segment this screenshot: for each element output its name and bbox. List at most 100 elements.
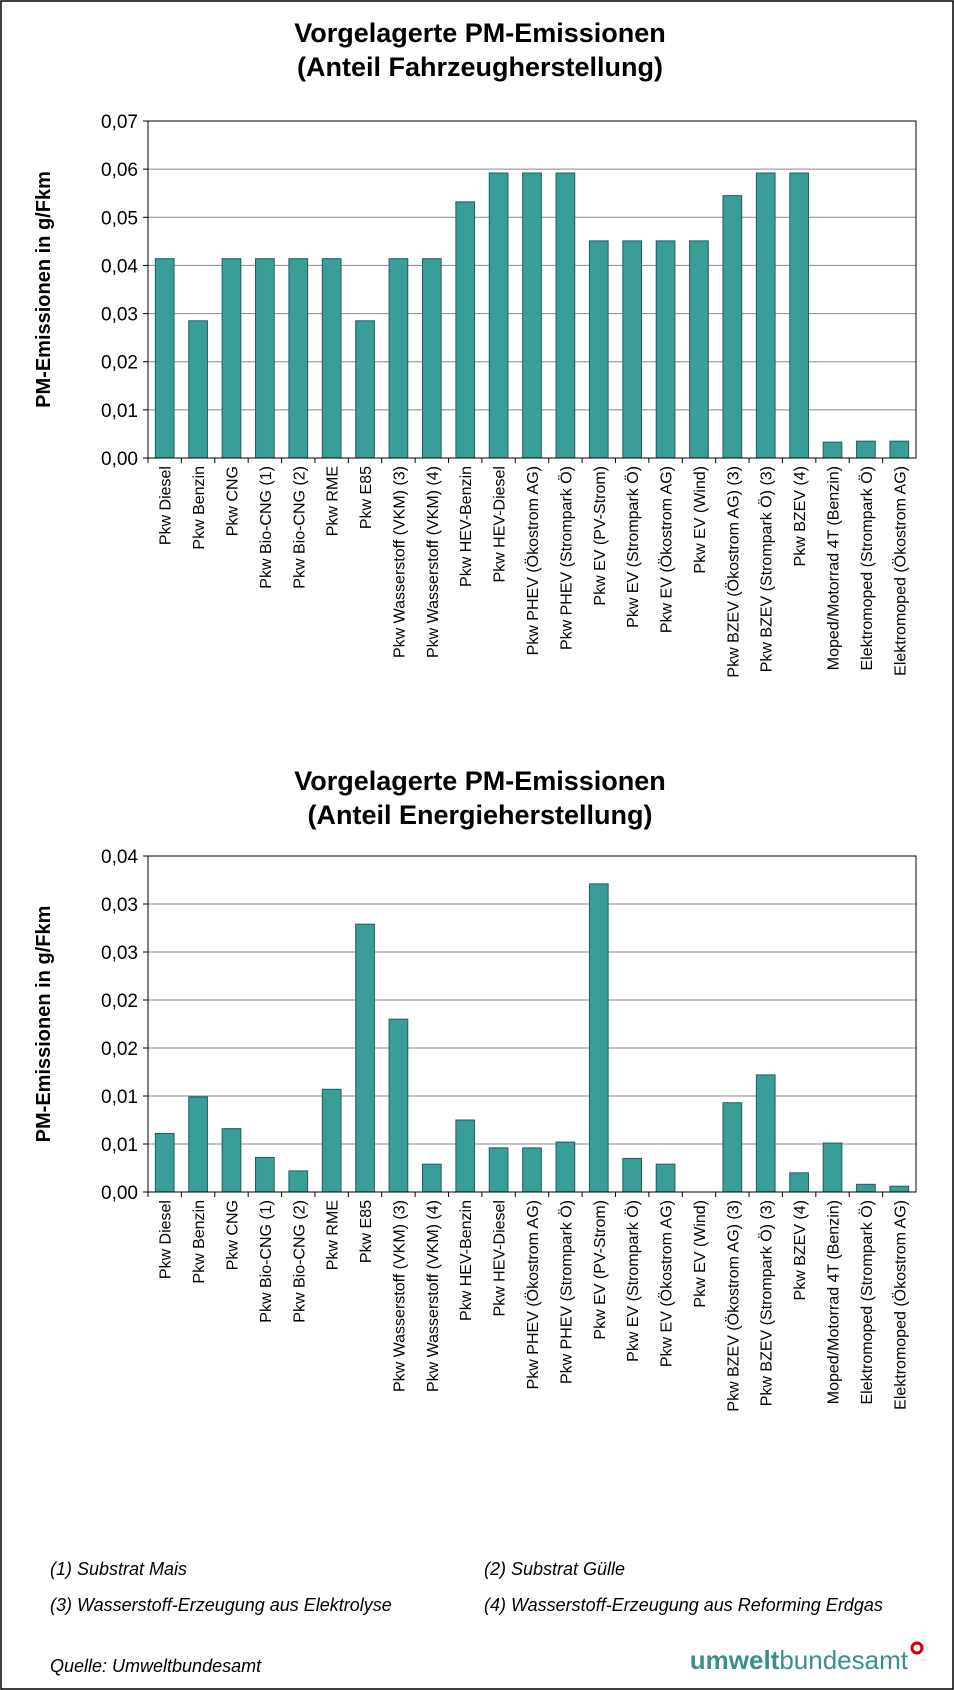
- bar: [555, 1141, 576, 1193]
- x-tick-label: Pkw BZEV (4): [792, 466, 809, 566]
- bar: [722, 195, 743, 459]
- x-tick-label: Pkw HEV-Benzin: [458, 1200, 475, 1321]
- x-tick-label: Pkw CNG: [224, 466, 241, 536]
- bar: [488, 1147, 509, 1193]
- source: Quelle: Umweltbundesamt: [50, 1656, 262, 1676]
- bar: [522, 1147, 542, 1193]
- y-axis-label: PM-Emissionen in g/Fkm: [33, 906, 55, 1143]
- bar: [655, 1163, 676, 1193]
- y-tick-label: 0,07: [101, 112, 138, 133]
- x-tick-label: Pkw EV (Ökostrom AG): [658, 466, 676, 633]
- bar: [789, 172, 809, 459]
- x-tick-label: Pkw Benzin: [191, 1200, 208, 1284]
- bar: [889, 1185, 910, 1193]
- x-tick-label: Pkw Wasserstoff (VKM) (4): [425, 1200, 442, 1392]
- bar: [388, 258, 409, 459]
- x-tick-label: Pkw EV (Wind): [692, 466, 709, 574]
- bar: [488, 172, 509, 459]
- y-tick-label: 0,04: [101, 256, 138, 277]
- bar: [755, 1074, 776, 1193]
- bar: [789, 1172, 809, 1193]
- x-tick-label: Pkw RME: [325, 1200, 342, 1270]
- bar: [455, 1119, 476, 1193]
- bar: [622, 1157, 643, 1193]
- bar: [288, 1170, 309, 1193]
- bar: [689, 240, 709, 459]
- bar: [188, 1096, 208, 1193]
- x-tick-label: Moped/Motorrad 4T (Benzin): [826, 1200, 843, 1404]
- x-tick-label: Elektromoped (Strompark Ö): [858, 466, 876, 671]
- x-tick-label: Elektromoped (Ökostrom AG): [891, 1200, 909, 1410]
- bar: [889, 440, 910, 459]
- x-tick-label: Pkw Diesel: [158, 1200, 175, 1279]
- bar: [588, 240, 609, 459]
- x-tick-label: Elektromoped (Strompark Ö): [858, 1200, 876, 1405]
- y-tick-label: 0,03: [101, 305, 138, 326]
- x-tick-label: Moped/Motorrad 4T (Benzin): [826, 466, 843, 670]
- x-tick-label: Pkw BZEV (Ökostrom AG) (3): [724, 466, 742, 678]
- y-axis-label: PM-Emissionen in g/Fkm: [33, 171, 55, 408]
- x-tick-label: Pkw PHEV (Ökostrom AG): [524, 466, 542, 655]
- x-tick-label: Pkw HEV-Benzin: [458, 466, 475, 587]
- bar: [655, 240, 676, 459]
- x-tick-label: Pkw CNG: [224, 1200, 241, 1270]
- bar: [321, 258, 342, 459]
- x-tick-label: Pkw RME: [325, 466, 342, 536]
- y-tick-label: 0,06: [101, 160, 138, 181]
- bar: [288, 258, 309, 459]
- x-tick-label: Pkw E85: [358, 466, 375, 529]
- x-tick-label: Pkw EV (Ökostrom AG): [658, 1200, 676, 1367]
- bar: [255, 1156, 275, 1193]
- x-tick-label: Pkw Bio-CNG (2): [291, 466, 308, 589]
- y-tick-label: 0,04: [101, 847, 138, 868]
- x-tick-label: Elektromoped (Ökostrom AG): [891, 466, 909, 676]
- x-tick-label: Pkw Bio-CNG (1): [258, 466, 275, 589]
- x-tick-label: Pkw Wasserstoff (VKM) (3): [391, 466, 408, 658]
- bar: [455, 201, 476, 459]
- bar: [588, 883, 609, 1193]
- y-tick-label: 0,02: [101, 991, 138, 1012]
- x-tick-label: Pkw BZEV (Ökostrom AG) (3): [724, 1200, 742, 1412]
- x-tick-label: Pkw HEV-Diesel: [492, 466, 509, 582]
- logo-regular: bundesamt: [779, 1645, 908, 1675]
- chart-subtitle: (Anteil Fahrzeugherstellung): [297, 52, 663, 82]
- note: (4) Wasserstoff-Erzeugung aus Reforming …: [484, 1595, 883, 1615]
- y-tick-label: 0,00: [101, 1183, 138, 1204]
- bar: [154, 258, 175, 459]
- bar: [755, 172, 776, 459]
- x-tick-label: Pkw HEV-Diesel: [492, 1200, 509, 1316]
- x-tick-label: Pkw EV (Strompark Ö): [624, 466, 642, 628]
- bar: [421, 1163, 442, 1193]
- x-tick-label: Pkw EV (Strompark Ö): [624, 1200, 642, 1362]
- note: (3) Wasserstoff-Erzeugung aus Elektrolys…: [50, 1595, 392, 1615]
- x-tick-label: Pkw BZEV (4): [792, 1200, 809, 1300]
- x-tick-label: Pkw BZEV (Strompark Ö) (3): [758, 1200, 776, 1406]
- note: (1) Substrat Mais: [50, 1559, 187, 1579]
- y-tick-label: 0,03: [101, 943, 138, 964]
- y-tick-label: 0,01: [101, 401, 138, 422]
- bar: [822, 441, 843, 459]
- bar: [188, 320, 208, 459]
- y-tick-label: 0,01: [101, 1135, 138, 1156]
- bar: [321, 1088, 342, 1193]
- x-tick-label: Pkw Wasserstoff (VKM) (4): [425, 466, 442, 658]
- x-tick-label: Pkw PHEV (Strompark Ö): [557, 466, 575, 650]
- x-tick-label: Pkw EV (PV-Strom): [592, 466, 609, 606]
- chart-title: Vorgelagerte PM-Emissionen: [294, 18, 666, 48]
- plot-border: [147, 855, 917, 1193]
- bar: [255, 258, 275, 459]
- x-tick-label: Pkw EV (PV-Strom): [592, 1200, 609, 1340]
- bar: [154, 1132, 175, 1193]
- logo: umweltbundesamt: [690, 1645, 909, 1675]
- x-tick-label: Pkw EV (Wind): [692, 1200, 709, 1308]
- bar: [388, 1018, 409, 1193]
- bar: [856, 440, 876, 459]
- bar: [822, 1142, 843, 1193]
- note: (2) Substrat Gülle: [484, 1559, 625, 1579]
- x-tick-label: Pkw Bio-CNG (1): [258, 1200, 275, 1323]
- y-tick-label: 0,05: [101, 208, 138, 229]
- y-tick-label: 0,01: [101, 1087, 138, 1108]
- bar: [622, 240, 643, 459]
